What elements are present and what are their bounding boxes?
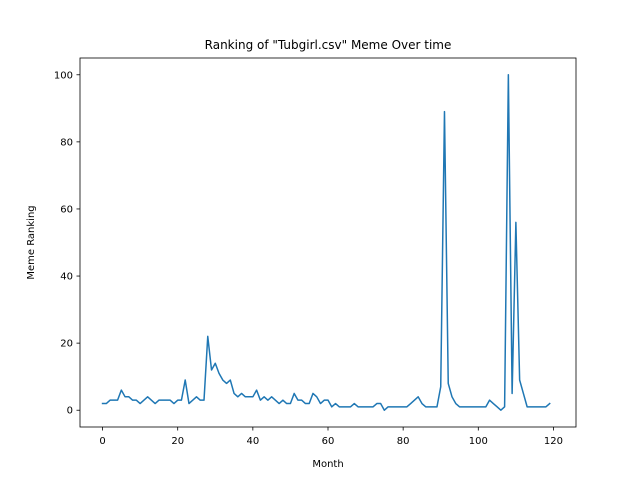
x-axis-label: Month — [312, 459, 343, 470]
x-tick-label: 0 — [99, 436, 105, 447]
x-tick-label: 80 — [397, 436, 410, 447]
plot-area — [101, 74, 551, 411]
y-tick-label: 20 — [60, 339, 73, 350]
x-tick-label: 20 — [171, 436, 184, 447]
y-tick-label: 80 — [60, 137, 73, 148]
axis-ticks: 0 20 40 60 80 100 120 0 20 40 60 80 100 — [54, 70, 563, 447]
chart-title: Ranking of "Tubgirl.csv" Meme Over time — [205, 38, 452, 52]
y-tick-label: 100 — [54, 70, 73, 81]
y-axis-label: Meme Ranking — [26, 205, 37, 279]
x-tick-label: 40 — [246, 436, 259, 447]
x-tick-label: 100 — [469, 436, 488, 447]
y-tick-label: 40 — [60, 272, 73, 283]
x-tick-label: 120 — [544, 436, 563, 447]
y-tick-label: 0 — [67, 406, 73, 417]
plot-frame — [79, 57, 577, 428]
y-tick-label: 60 — [60, 204, 73, 215]
series-line — [101, 74, 551, 411]
x-tick-label: 60 — [322, 436, 335, 447]
